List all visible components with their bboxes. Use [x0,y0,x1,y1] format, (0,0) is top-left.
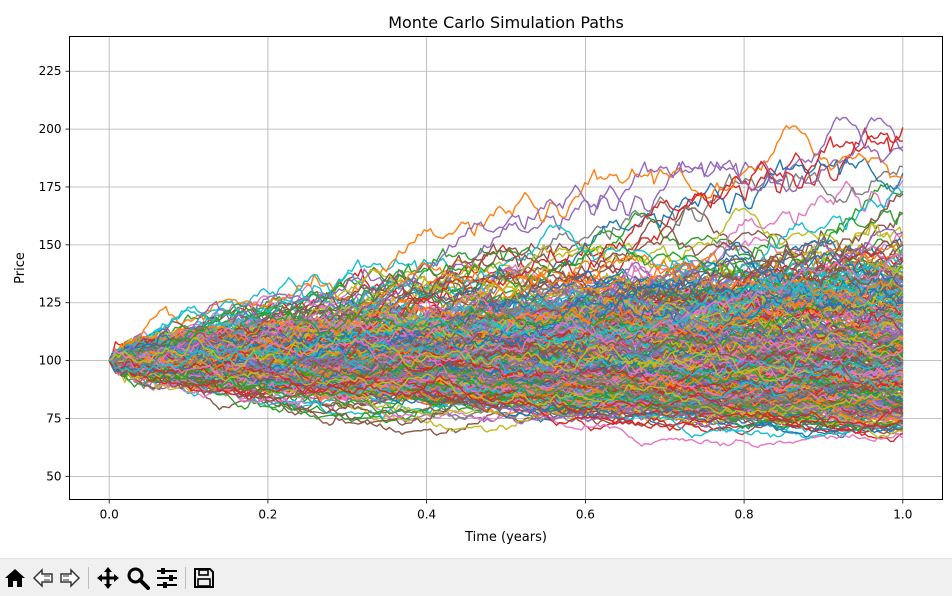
simulation-path [108,288,904,375]
simulation-path [108,116,904,371]
simulation-path [108,298,904,366]
x-tick-label: 0.2 [258,508,277,522]
x-tick-label: 0.8 [735,508,754,522]
simulation-path [109,279,904,374]
zoom-button[interactable] [125,565,151,591]
simulation-path [108,356,903,401]
pan-button[interactable] [95,565,121,591]
y-tick-label: 175 [39,180,62,194]
x-tick-label: 0.6 [576,508,595,522]
x-axis-label: Time (years) [464,530,547,545]
save-button[interactable] [191,565,217,591]
x-tick-label: 0.4 [417,508,436,522]
y-tick-label: 100 [39,354,62,368]
simulation-path [108,351,904,428]
simulation-path [108,331,904,373]
forward-button[interactable] [57,565,83,591]
simulation-path [108,331,904,406]
configure-button[interactable] [154,565,180,591]
simulation-path [108,329,903,379]
simulation-path [108,342,903,390]
y-tick-label: 125 [39,296,62,310]
y-tick-label: 225 [39,64,62,78]
chart-title: Monte Carlo Simulation Paths [388,13,624,32]
toolbar [0,558,952,596]
simulation-path [109,337,904,412]
configure-icon [157,568,177,588]
home-button[interactable] [2,565,28,591]
back-icon [32,568,53,588]
pan-icon [97,567,119,589]
simulation-paths [108,116,904,449]
save-icon [194,568,214,588]
toolbar-separator [185,567,186,589]
home-icon [5,569,25,587]
forward-icon [60,568,81,588]
y-tick-label: 75 [46,411,61,425]
toolbar-separator [88,567,89,589]
y-tick-label: 200 [39,122,62,136]
y-axis-label: Price [13,252,28,284]
simulation-path [108,355,903,405]
x-tick-label: 0.0 [100,508,119,522]
x-tick-label: 1.0 [893,508,912,522]
figure: 0.0 0.2 0.4 0.6 0.8 1.0 50 75 100 125 150 175 200 225… [13,13,943,545]
simulation-path [108,262,903,362]
simulation-path [109,294,904,377]
simulation-path [109,125,903,362]
y-tick-label: 150 [39,238,62,252]
y-tick-label: 50 [46,469,61,483]
chart: 0.0 0.2 0.4 0.6 0.8 1.0 50 75 100 125 150 175 200 225… [13,13,943,545]
zoom-icon [127,567,150,590]
back-button[interactable] [30,565,56,591]
simulation-path [108,302,904,368]
axes-frame [69,36,943,500]
simulation-path [109,135,903,362]
ticks: 0.0 0.2 0.4 0.6 0.8 1.0 50 75 100 125 150 175 200 225 [39,64,913,521]
